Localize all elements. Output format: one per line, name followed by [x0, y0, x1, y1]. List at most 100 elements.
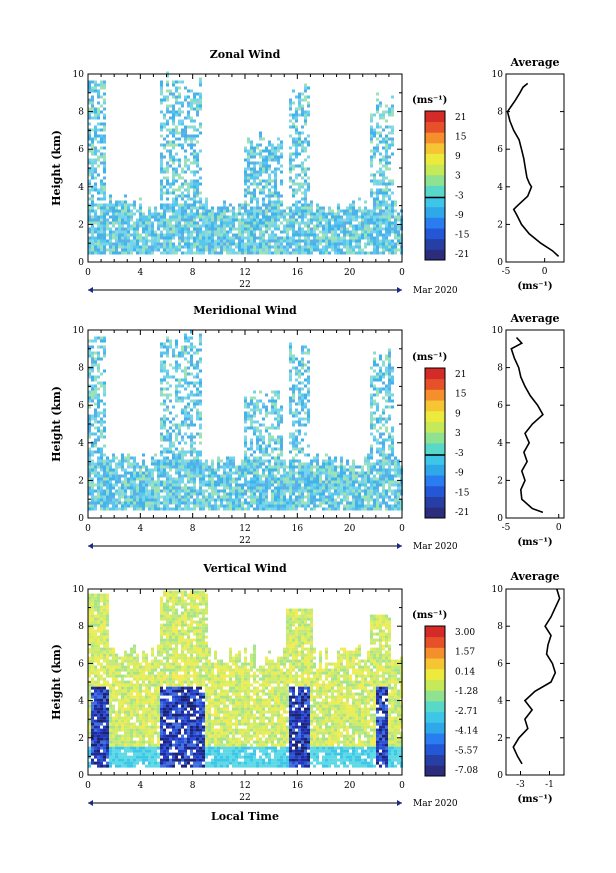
- field-cell: [190, 462, 193, 466]
- field-cell: [295, 378, 298, 382]
- field-cell: [187, 104, 190, 108]
- field-cell: [190, 432, 193, 436]
- field-cell: [274, 462, 277, 466]
- field-cell: [343, 218, 346, 222]
- field-cell: [394, 224, 397, 228]
- field-cell: [193, 251, 196, 255]
- field-cell: [193, 125, 196, 129]
- field-cell: [175, 456, 178, 460]
- field-cell: [316, 486, 319, 490]
- field-cell: [166, 336, 169, 340]
- field-cell: [109, 477, 112, 481]
- field-cell: [112, 230, 115, 234]
- field-cell: [163, 351, 166, 355]
- field-cell: [160, 423, 163, 427]
- field-cell: [310, 498, 313, 502]
- field-cell: [145, 471, 148, 475]
- field-cell: [244, 417, 247, 421]
- field-cell: [301, 480, 304, 484]
- field-cell: [187, 110, 190, 114]
- field-cell: [223, 507, 226, 511]
- field-cell: [268, 149, 271, 153]
- field-cell: [178, 143, 181, 147]
- field-cell: [376, 104, 379, 108]
- field-cell: [385, 158, 388, 162]
- field-cell: [310, 474, 313, 478]
- field-cell: [130, 474, 133, 478]
- field-cell: [91, 137, 94, 141]
- field-cell: [97, 381, 100, 385]
- field-cell: [262, 236, 265, 240]
- field-cell: [247, 465, 250, 469]
- field-cell: [172, 143, 175, 147]
- field-cell: [274, 233, 277, 237]
- field-cell: [103, 483, 106, 487]
- field-cell: [124, 483, 127, 487]
- field-cell: [382, 164, 385, 168]
- field-cell: [196, 393, 199, 397]
- x-tick-label: 16: [292, 268, 304, 278]
- field-cell: [178, 164, 181, 168]
- field-cell: [205, 465, 208, 469]
- field-cell: [382, 450, 385, 454]
- field-cell: [145, 495, 148, 499]
- field-cell: [376, 462, 379, 466]
- field-cell: [175, 432, 178, 436]
- field-cell: [340, 230, 343, 234]
- field-cell: [373, 423, 376, 427]
- field-cell: [160, 495, 163, 499]
- field-cell: [298, 233, 301, 237]
- field-cell: [355, 489, 358, 493]
- field-cell: [373, 239, 376, 243]
- field-cell: [169, 191, 172, 195]
- field-cell: [298, 206, 301, 210]
- field-cell: [169, 149, 172, 153]
- field-cell: [223, 248, 226, 252]
- field-cell: [178, 248, 181, 252]
- field-cell: [94, 170, 97, 174]
- field-cell: [190, 152, 193, 156]
- field-cell: [391, 179, 394, 183]
- field-cell: [259, 447, 262, 451]
- field-cell: [295, 438, 298, 442]
- field-cell: [280, 414, 283, 418]
- field-cell: [175, 447, 178, 451]
- field-cell: [97, 149, 100, 153]
- field-cell: [295, 131, 298, 135]
- field-cell: [370, 471, 373, 475]
- field-cell: [280, 486, 283, 490]
- field-cell: [301, 104, 304, 108]
- field-cell: [112, 215, 115, 219]
- field-cell: [166, 248, 169, 252]
- field-cell: [172, 215, 175, 219]
- field-cell: [91, 351, 94, 355]
- field-cell: [292, 179, 295, 183]
- field-cell: [232, 236, 235, 240]
- field-cell: [175, 212, 178, 216]
- field-cell: [367, 239, 370, 243]
- field-cell: [307, 495, 310, 499]
- field-cell: [160, 366, 163, 370]
- field-cell: [190, 203, 193, 207]
- field-cell: [175, 387, 178, 391]
- field-cell: [388, 233, 391, 237]
- field-cell: [295, 384, 298, 388]
- field-cell: [238, 242, 241, 246]
- field-cell: [103, 242, 106, 246]
- field-cell: [190, 209, 193, 213]
- field-cell: [337, 221, 340, 225]
- field-cell: [91, 245, 94, 249]
- field-cell: [310, 483, 313, 487]
- field-cell: [295, 402, 298, 406]
- field-cell: [367, 236, 370, 240]
- field-cell: [136, 501, 139, 505]
- field-cell: [364, 209, 367, 213]
- field-cell: [283, 480, 286, 484]
- field-cell: [274, 248, 277, 252]
- field-cell: [178, 504, 181, 508]
- field-cell: [166, 236, 169, 240]
- field-cell: [331, 212, 334, 216]
- field-cell: [328, 224, 331, 228]
- field-cell: [340, 474, 343, 478]
- field-cell: [376, 227, 379, 231]
